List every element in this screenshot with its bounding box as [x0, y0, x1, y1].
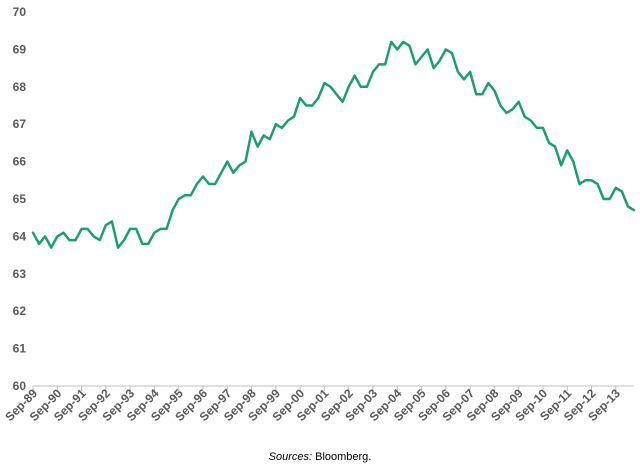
y-tick-label: 67	[13, 117, 27, 131]
y-tick-label: 68	[13, 80, 27, 94]
y-tick-label: 65	[13, 192, 27, 206]
y-tick-label: 70	[13, 5, 27, 19]
y-tick-label: 61	[13, 342, 27, 356]
source-prefix: Sources:	[268, 451, 313, 463]
y-tick-label: 66	[13, 155, 27, 169]
source-note: Sources: Bloomberg.	[0, 451, 640, 463]
y-axis-ticks: 60 61 62 63 64 65 66 67 68 69 70	[13, 5, 27, 393]
x-axis-ticks: Sep-89Sep-90Sep-91Sep-92Sep-93Sep-94Sep-…	[2, 386, 623, 424]
y-tick-label: 69	[13, 42, 27, 56]
source-text: Bloomberg.	[312, 451, 372, 463]
y-tick-label: 62	[13, 304, 27, 318]
y-tick-label: 63	[13, 267, 27, 281]
y-tick-label: 64	[13, 229, 27, 243]
y-tick-label: 60	[13, 379, 27, 393]
series-line	[31, 40, 636, 249]
